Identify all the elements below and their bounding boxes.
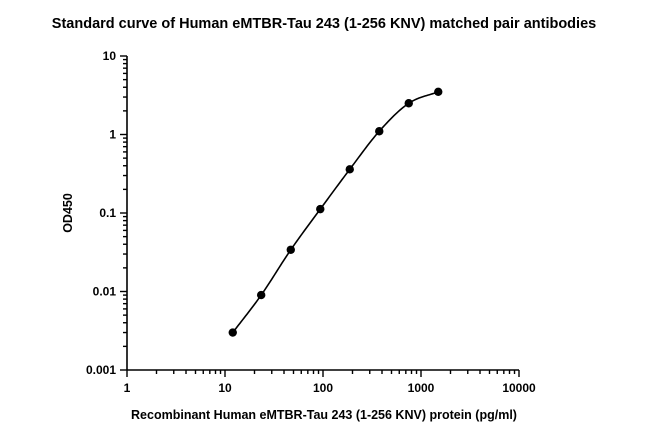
x-tick-label: 10000 [502, 381, 536, 395]
data-point [316, 204, 325, 214]
y-axis-label: OD450 [61, 193, 75, 233]
y-tick-label: 0.01 [93, 285, 117, 299]
chart-title: Standard curve of Human eMTBR-Tau 243 (1… [52, 16, 596, 32]
data-point [228, 328, 237, 337]
fit-curve [232, 91, 439, 334]
y-tick-label: 0.001 [86, 363, 116, 377]
data-point [434, 87, 443, 96]
data-points [228, 87, 443, 337]
data-point [256, 290, 266, 300]
data-point [286, 245, 295, 254]
data-point [345, 165, 354, 174]
data-point [375, 127, 384, 136]
x-axis-label: Recombinant Human eMTBR-Tau 243 (1-256 K… [131, 408, 517, 422]
y-tick-label: 1 [109, 128, 116, 142]
fit-curve-layer [232, 91, 439, 334]
y-tick-label: 0.1 [99, 206, 116, 220]
x-tick-label: 1 [124, 381, 131, 395]
x-tick-label: 1000 [408, 381, 435, 395]
x-tick-label: 100 [313, 381, 333, 395]
data-point [404, 99, 413, 108]
x-tick-label: 10 [218, 381, 232, 395]
axes: 1 10 100 1000 10000 0.001 0.01 0.1 1 10 [86, 49, 536, 395]
y-tick-label: 10 [103, 49, 117, 63]
